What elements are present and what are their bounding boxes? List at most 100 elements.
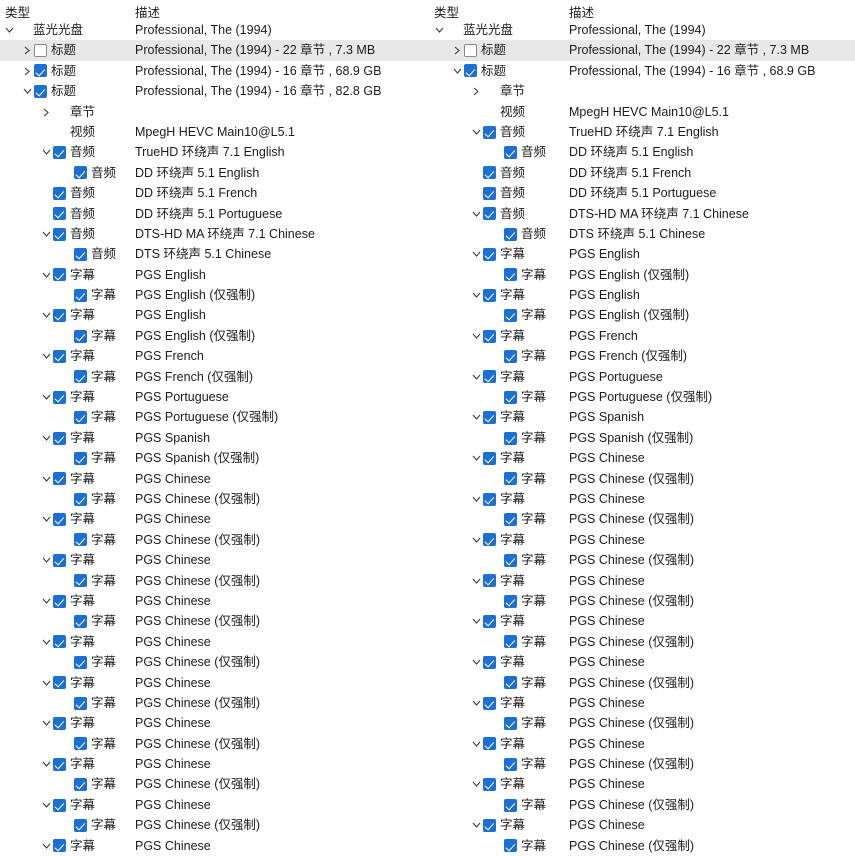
tree-row[interactable]: 字幕 PGS Chinese — [0, 713, 430, 733]
chevron-down-icon[interactable] — [41, 469, 53, 489]
row-checkbox[interactable] — [483, 778, 496, 792]
tree-row[interactable]: 字幕 PGS Chinese (仅强制) — [0, 693, 430, 713]
row-checkbox[interactable] — [74, 696, 87, 710]
chevron-down-icon[interactable] — [41, 754, 53, 774]
chevron-down-icon[interactable] — [41, 795, 53, 815]
row-checkbox[interactable] — [504, 268, 517, 282]
tree-row[interactable]: 音频 DTS 环绕声 5.1 Chinese — [430, 224, 855, 244]
row-checkbox[interactable] — [74, 370, 87, 384]
tree-row[interactable]: 字幕 PGS English (仅强制) — [430, 265, 855, 285]
row-checkbox[interactable] — [483, 737, 496, 751]
chevron-down-icon[interactable] — [41, 142, 53, 162]
tree-row[interactable]: 字幕 PGS Chinese — [430, 530, 855, 550]
row-checkbox[interactable] — [483, 492, 496, 506]
row-checkbox[interactable] — [53, 268, 66, 282]
chevron-down-icon[interactable] — [471, 489, 483, 509]
tree-row[interactable]: 字幕 PGS Chinese — [0, 673, 430, 693]
chevron-down-icon[interactable] — [471, 204, 483, 224]
tree-row[interactable]: 章节 — [430, 81, 855, 101]
tree-row[interactable]: 音频 DD 环绕声 5.1 English — [0, 163, 430, 183]
chevron-down-icon[interactable] — [471, 448, 483, 468]
row-checkbox[interactable] — [53, 472, 66, 486]
row-checkbox[interactable] — [504, 716, 517, 730]
chevron-down-icon[interactable] — [471, 774, 483, 794]
row-checkbox[interactable] — [53, 390, 66, 404]
tree-row[interactable]: 字幕 PGS English — [430, 244, 855, 264]
row-checkbox[interactable] — [74, 615, 87, 629]
row-checkbox[interactable] — [504, 227, 517, 241]
tree-row[interactable]: 音频 DTS-HD MA 环绕声 7.1 Chinese — [430, 204, 855, 224]
tree-row[interactable]: 字幕 PGS Chinese — [0, 754, 430, 774]
row-checkbox[interactable] — [34, 64, 47, 78]
tree-row[interactable]: 字幕 PGS Chinese (仅强制) — [430, 550, 855, 570]
row-checkbox[interactable] — [53, 676, 66, 690]
row-checkbox[interactable] — [74, 492, 87, 506]
chevron-right-icon[interactable] — [22, 40, 34, 60]
tree-row[interactable]: 字幕 PGS English (仅强制) — [0, 285, 430, 305]
row-checkbox[interactable] — [53, 146, 66, 160]
row-checkbox[interactable] — [53, 227, 66, 241]
row-checkbox[interactable] — [74, 818, 87, 832]
tree-row[interactable]: 视频 MpegH HEVC Main10@L5.1 — [430, 102, 855, 122]
tree-row[interactable]: 字幕 PGS Chinese (仅强制) — [430, 509, 855, 529]
tree-row[interactable]: 字幕 PGS French (仅强制) — [0, 367, 430, 387]
chevron-right-icon[interactable] — [41, 102, 53, 122]
row-checkbox[interactable] — [53, 431, 66, 445]
row-checkbox[interactable] — [504, 349, 517, 363]
tree-row[interactable]: 字幕 PGS Chinese — [430, 611, 855, 631]
chevron-down-icon[interactable] — [471, 652, 483, 672]
chevron-down-icon[interactable] — [471, 815, 483, 835]
tree-row[interactable]: 字幕 PGS Chinese — [0, 591, 430, 611]
tree-row[interactable]: 字幕 PGS Chinese — [430, 652, 855, 672]
row-checkbox[interactable] — [74, 329, 87, 343]
row-checkbox[interactable] — [53, 798, 66, 812]
row-checkbox[interactable] — [504, 431, 517, 445]
row-checkbox[interactable] — [504, 146, 517, 160]
row-checkbox[interactable] — [504, 309, 517, 323]
tree-row[interactable]: 字幕 PGS Chinese (仅强制) — [430, 673, 855, 693]
tree-row[interactable]: 音频 TrueHD 环绕声 7.1 English — [0, 142, 430, 162]
tree-row[interactable]: 字幕 PGS Chinese (仅强制) — [0, 815, 430, 835]
tree-row[interactable]: 字幕 PGS Spanish — [430, 407, 855, 427]
row-checkbox[interactable] — [483, 166, 496, 180]
row-checkbox[interactable] — [483, 288, 496, 302]
chevron-down-icon[interactable] — [471, 571, 483, 591]
tree-row[interactable]: 章节 — [0, 102, 430, 122]
chevron-down-icon[interactable] — [41, 428, 53, 448]
tree-row[interactable]: 字幕 PGS Spanish — [0, 428, 430, 448]
chevron-down-icon[interactable] — [41, 346, 53, 366]
tree-row[interactable]: 音频 DTS 环绕声 5.1 Chinese — [0, 244, 430, 264]
chevron-down-icon[interactable] — [471, 407, 483, 427]
tree-row[interactable]: 字幕 PGS Chinese — [430, 734, 855, 754]
tree-row[interactable]: 字幕 PGS Chinese (仅强制) — [430, 713, 855, 733]
tree-row[interactable]: 标题 Professional, The (1994) - 16 章节 , 68.… — [430, 61, 855, 81]
tree-row[interactable]: 字幕 PGS Chinese (仅强制) — [430, 754, 855, 774]
tree-row[interactable]: 字幕 PGS Chinese — [430, 774, 855, 794]
tree-row[interactable]: 字幕 PGS Chinese — [430, 571, 855, 591]
tree-row[interactable]: 字幕 PGS Chinese (仅强制) — [0, 774, 430, 794]
chevron-down-icon[interactable] — [41, 224, 53, 244]
row-checkbox[interactable] — [483, 186, 496, 200]
row-checkbox[interactable] — [483, 574, 496, 588]
tree-row[interactable]: 字幕 PGS Portuguese (仅强制) — [0, 407, 430, 427]
row-checkbox[interactable] — [74, 655, 87, 669]
tree-row[interactable]: 字幕 PGS Portuguese — [0, 387, 430, 407]
chevron-down-icon[interactable] — [4, 20, 16, 40]
row-checkbox[interactable] — [483, 207, 496, 221]
tree-row[interactable]: 视频 MpegH HEVC Main10@L5.1 — [0, 122, 430, 142]
row-checkbox[interactable] — [504, 390, 517, 404]
tree-row[interactable]: 字幕 PGS Chinese (仅强制) — [0, 611, 430, 631]
tree-row[interactable]: 字幕 PGS Chinese (仅强制) — [430, 795, 855, 815]
tree-row[interactable]: 字幕 PGS Chinese — [0, 795, 430, 815]
row-checkbox[interactable] — [74, 451, 87, 465]
chevron-down-icon[interactable] — [471, 367, 483, 387]
tree-row[interactable]: 字幕 PGS Chinese (仅强制) — [430, 836, 855, 856]
tree-row[interactable]: 字幕 PGS Chinese — [0, 836, 430, 856]
tree-row[interactable]: 标题 Professional, The (1994) - 16 章节 , 68.… — [0, 61, 430, 81]
tree-row[interactable]: 字幕 PGS Chinese (仅强制) — [430, 632, 855, 652]
chevron-down-icon[interactable] — [41, 713, 53, 733]
tree-row[interactable]: 音频 DD 环绕声 5.1 Portuguese — [430, 183, 855, 203]
row-checkbox[interactable] — [53, 553, 66, 567]
row-checkbox[interactable] — [483, 533, 496, 547]
row-checkbox[interactable] — [53, 186, 66, 200]
